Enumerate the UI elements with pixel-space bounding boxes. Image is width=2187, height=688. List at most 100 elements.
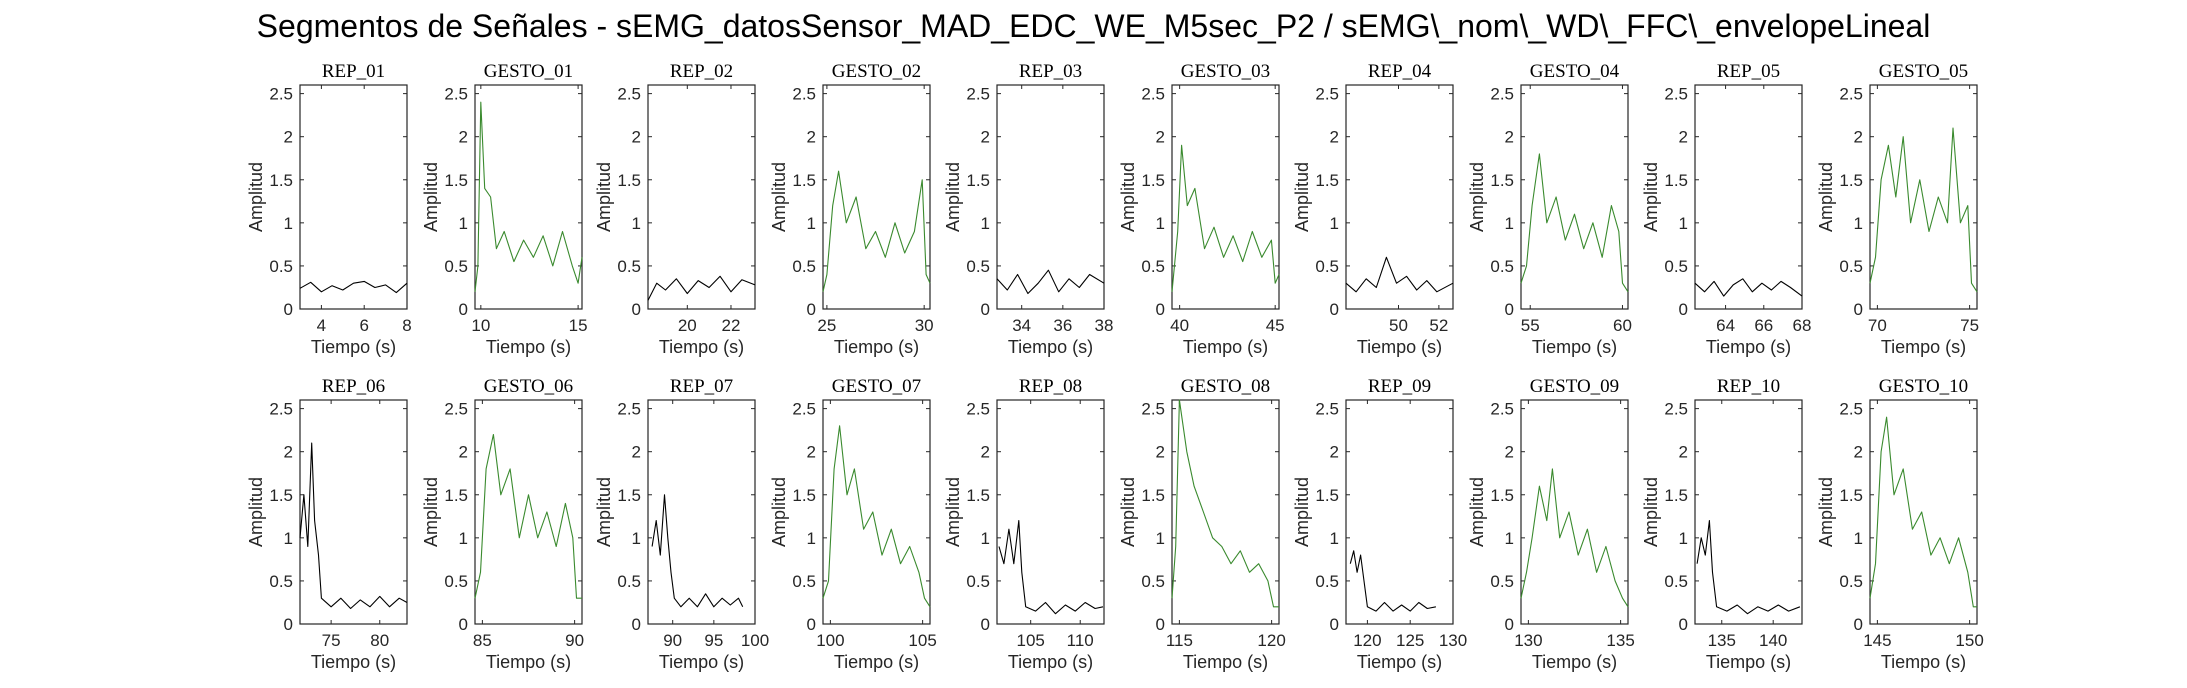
- y-tick-label: 1: [459, 529, 468, 548]
- x-tick-label: 120: [1353, 631, 1381, 650]
- y-axis-label: Amplitud: [769, 477, 789, 547]
- y-tick-label: 0.5: [966, 572, 990, 591]
- axes-frame: [1694, 84, 1803, 310]
- y-tick-label: 2: [1854, 128, 1863, 147]
- axes-frame: [647, 399, 756, 625]
- subplot-rep-07: 0 0.5 1 1.5 2 2.5 90 95 100 REP_07 Tiempo (s) Ampli…: [594, 376, 769, 672]
- y-tick-label: 2.5: [1141, 400, 1165, 419]
- x-tick-label: 120: [1257, 631, 1285, 650]
- series-line-gesto-04: [1520, 153, 1629, 293]
- x-tick-label: 95: [704, 631, 723, 650]
- series-line-gesto-06: [474, 433, 582, 599]
- axes-frame: [474, 399, 583, 625]
- series-line-rep-02: [647, 275, 756, 301]
- subplot-title: REP_08: [1019, 376, 1082, 397]
- subplot-gesto-10: 0 0.5 1 1.5 2 2.5 145 150 GESTO_10 Tiempo (s) Ampl…: [1816, 376, 1984, 672]
- x-axis-label: Tiempo (s): [1357, 652, 1442, 672]
- x-axis-label: Tiempo (s): [1706, 652, 1791, 672]
- y-axis-label: Amplitud: [1816, 162, 1836, 232]
- x-tick-label: 145: [1863, 631, 1891, 650]
- series-line-rep-07: [651, 494, 744, 608]
- x-axis-label: Tiempo (s): [834, 652, 919, 672]
- y-tick-label: 1: [1854, 214, 1863, 233]
- x-tick-label: 100: [816, 631, 844, 650]
- y-tick-label: 2.5: [617, 85, 641, 104]
- axes-frame: [1869, 399, 1978, 625]
- y-tick-label: 0.5: [269, 572, 293, 591]
- subplot-title: REP_04: [1368, 61, 1432, 82]
- y-tick-label: 0.5: [269, 257, 293, 276]
- y-tick-label: 1: [284, 214, 293, 233]
- x-axis-label: Tiempo (s): [311, 652, 396, 672]
- y-tick-label: 2.5: [1490, 400, 1514, 419]
- y-tick-label: 2.5: [1490, 85, 1514, 104]
- y-axis-label: Amplitud: [594, 477, 614, 547]
- subplot-title: REP_10: [1717, 376, 1780, 397]
- subplot-title: GESTO_02: [832, 61, 921, 82]
- y-tick-label: 2: [981, 443, 990, 462]
- subplot-gesto-02: 0 0.5 1 1.5 2 2.5 25 30 GESTO_02 Tiempo (s) Amplit…: [769, 61, 934, 357]
- subplot-title: REP_03: [1019, 61, 1082, 82]
- series-line-gesto-10: [1869, 416, 1977, 608]
- axes-frame: [822, 84, 931, 310]
- y-tick-label: 2.5: [1315, 400, 1339, 419]
- y-tick-label: 1: [1679, 529, 1688, 548]
- y-tick-label: 0.5: [617, 257, 641, 276]
- x-tick-label: 40: [1170, 316, 1189, 335]
- series-line-gesto-07: [822, 425, 931, 608]
- subplot-title: GESTO_07: [832, 376, 921, 397]
- y-tick-label: 1: [1330, 529, 1339, 548]
- axes-frame: [1869, 84, 1978, 310]
- y-tick-label: 1: [1330, 214, 1339, 233]
- y-tick-label: 2: [1156, 128, 1165, 147]
- x-tick-label: 34: [1012, 316, 1031, 335]
- y-tick-label: 0: [459, 615, 468, 634]
- y-tick-label: 0: [807, 300, 816, 319]
- axes-frame: [1171, 399, 1280, 625]
- x-tick-label: 105: [1016, 631, 1044, 650]
- x-tick-label: 75: [322, 631, 341, 650]
- y-tick-label: 2: [459, 443, 468, 462]
- y-tick-label: 1.5: [1490, 171, 1514, 190]
- y-tick-label: 0.5: [444, 257, 468, 276]
- y-tick-label: 1.5: [269, 486, 293, 505]
- subplot-gesto-05: 0 0.5 1 1.5 2 2.5 70 75 GESTO_05 Tiempo (s) Amplit…: [1816, 61, 1979, 357]
- x-tick-label: 22: [722, 316, 741, 335]
- y-tick-label: 0: [1505, 300, 1514, 319]
- y-tick-label: 0: [1330, 615, 1339, 634]
- y-axis-label: Amplitud: [769, 162, 789, 232]
- y-axis-label: Amplitud: [1641, 162, 1661, 232]
- subplot-title: GESTO_10: [1879, 376, 1968, 397]
- subplot-gesto-06: 0 0.5 1 1.5 2 2.5 85 90 GESTO_06 Tiempo (s) Amplit…: [421, 376, 584, 672]
- x-tick-label: 140: [1759, 631, 1787, 650]
- axes-frame: [1345, 84, 1454, 310]
- x-tick-label: 50: [1389, 316, 1408, 335]
- y-tick-label: 1: [1156, 214, 1165, 233]
- y-tick-label: 1: [1679, 214, 1688, 233]
- y-tick-label: 1.5: [1490, 486, 1514, 505]
- subplot-title: GESTO_09: [1530, 376, 1619, 397]
- y-tick-label: 0: [459, 300, 468, 319]
- subplot-title: REP_07: [670, 376, 733, 397]
- y-tick-label: 2.5: [792, 400, 816, 419]
- subplot-title: GESTO_04: [1530, 61, 1620, 82]
- y-tick-label: 0.5: [1141, 572, 1165, 591]
- y-axis-label: Amplitud: [1467, 477, 1487, 547]
- x-tick-label: 135: [1708, 631, 1736, 650]
- subplot-rep-02: 0 0.5 1 1.5 2 2.5 20 22 REP_02 Tiempo (s) Amplitud: [594, 61, 756, 357]
- y-tick-label: 0.5: [792, 572, 816, 591]
- y-tick-label: 0.5: [1141, 257, 1165, 276]
- y-tick-label: 0: [1156, 615, 1165, 634]
- y-tick-label: 0.5: [1490, 257, 1514, 276]
- x-tick-label: 150: [1955, 631, 1983, 650]
- series-line-gesto-01: [474, 101, 583, 292]
- y-tick-label: 0: [1679, 615, 1688, 634]
- x-tick-label: 115: [1166, 631, 1193, 650]
- x-tick-label: 55: [1521, 316, 1540, 335]
- y-tick-label: 2.5: [966, 85, 990, 104]
- x-tick-label: 125: [1396, 631, 1424, 650]
- x-axis-label: Tiempo (s): [1532, 652, 1617, 672]
- y-axis-label: Amplitud: [246, 162, 266, 232]
- subplot-rep-03: 0 0.5 1 1.5 2 2.5 34 36 38 REP_03 Tiempo (s) Amplit…: [943, 61, 1113, 357]
